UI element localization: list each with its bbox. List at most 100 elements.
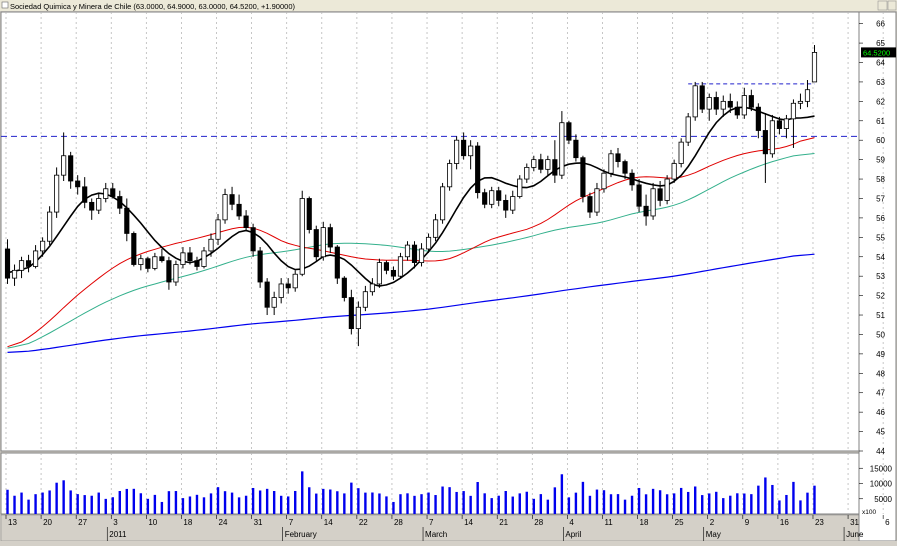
window-button[interactable] [877,0,888,11]
candle-body [503,200,509,211]
candle-body [734,106,740,116]
volume-bar [364,492,367,514]
x-tick-label: 18 [640,518,649,527]
candle-body [664,178,670,201]
candle-body [580,157,586,197]
candle [390,266,397,281]
candle [601,169,607,193]
candle-body [194,260,200,267]
last-price-tag [861,47,896,58]
moving-average-200 [7,253,815,353]
candle [320,221,326,261]
candle-body [629,172,635,186]
volume-bar [658,490,662,514]
volume-bar [553,487,557,514]
candle [47,206,53,246]
candle [692,81,698,121]
candle [762,113,768,183]
candle-body [748,95,754,108]
candle-body [271,297,277,308]
volume-bar [792,481,795,514]
volume-bar [244,495,248,514]
candle-body [47,211,53,242]
y-tick-label: 60 [876,136,885,145]
candle [636,179,642,213]
candle-body [769,120,775,155]
volume-bar [258,490,262,514]
candle-body [257,250,263,283]
candle [201,247,207,269]
candle [510,190,516,215]
volume-bar [83,495,86,514]
candle-body [397,256,404,277]
volume-bar [315,493,318,514]
candle [538,153,544,174]
candle-body [306,198,312,230]
month-label: March [425,530,447,539]
volume-bar [13,495,16,514]
y-tick-label: 53 [876,272,885,281]
candle-body [355,306,361,330]
volume-bar [595,489,599,514]
volume-bar [785,494,788,514]
candle [531,155,537,172]
candle-body [383,262,390,271]
candle-body [4,248,11,279]
candle [671,159,677,183]
candle-body [390,269,397,277]
candle-body [685,116,691,143]
volume-bar [104,498,107,514]
candle-body [201,250,207,267]
candle-body [425,236,432,250]
candle [103,182,109,203]
volume-bar [813,485,816,514]
volume-bar [265,488,269,514]
candle [166,256,172,290]
candle [432,214,439,242]
volume-bar [167,491,171,514]
volume-bar [125,488,129,514]
volume-bar [532,498,536,514]
candle [769,114,775,158]
candle-body [552,159,558,176]
price-plot-area [0,11,860,452]
volume-bar [27,499,30,514]
candle [397,252,404,279]
candle-body [650,188,656,217]
volume-bar [567,497,571,514]
candle [608,149,614,178]
x-tick-label: 7 [429,518,434,527]
candle [664,175,670,205]
candle-body [159,256,165,262]
volume-bar [764,477,767,514]
candle-body [538,159,544,170]
candle-body [285,283,291,289]
x-tick-label: 31 [850,518,859,527]
candle [82,177,88,209]
y-tick-label: 65 [876,39,885,48]
y-tick-label: 59 [876,156,885,165]
candle-body [454,139,460,164]
candle [503,194,509,218]
y-tick-label: 50 [876,330,885,339]
month-label: 2011 [109,530,127,539]
candle-body [461,139,467,157]
x-tick-label: 22 [359,518,368,527]
candle [355,301,361,347]
candle [440,182,446,224]
candle-body [222,194,228,221]
candle-body [54,174,60,213]
candle-body [440,186,446,221]
x-tick-label: 4 [569,518,574,527]
window-button[interactable] [887,0,897,11]
candle-body [68,155,74,182]
volume-bar [623,499,627,514]
candle-body [727,100,733,108]
candle [566,120,572,145]
candle [790,99,797,148]
candle-body [804,89,811,102]
candle [89,198,95,220]
candle [643,194,649,226]
volume-bar [588,495,592,514]
chart-title: Sociedad Quimica y Minera de Chile (63.0… [10,2,295,11]
